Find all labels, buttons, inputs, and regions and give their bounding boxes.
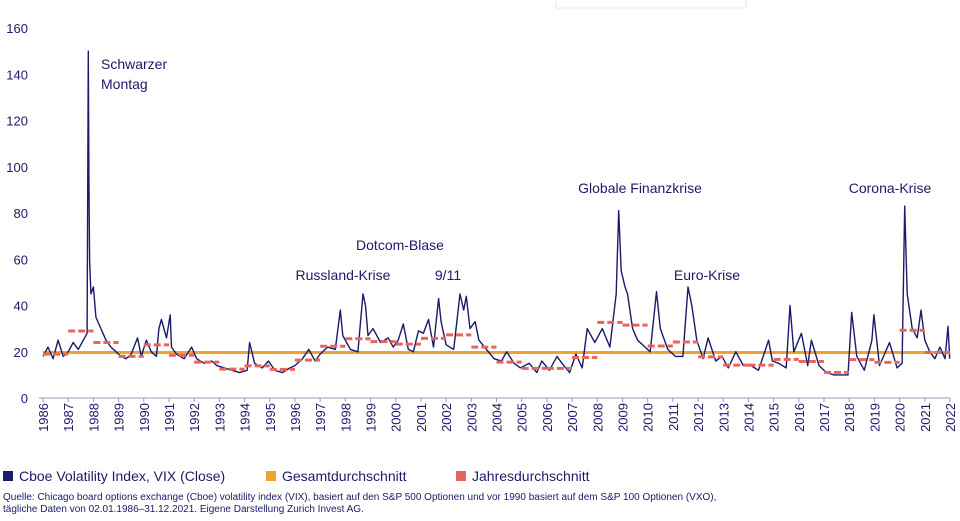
annotation: Dotcom-Blase — [356, 237, 444, 253]
x-tick-label: 1986 — [36, 403, 51, 432]
x-tick-label: 2003 — [464, 403, 479, 432]
x-tick-label: 2004 — [490, 403, 505, 432]
x-tick-label: 2016 — [792, 403, 807, 432]
x-tick-label: 2012 — [691, 403, 706, 432]
y-tick-label: 100 — [6, 160, 28, 175]
source-note: tägliche Daten von 02.01.1986–31.12.2021… — [3, 504, 364, 515]
x-tick-label: 2000 — [389, 403, 404, 432]
x-tick-label: 1993 — [212, 403, 227, 432]
x-tick-label: 1999 — [364, 403, 379, 432]
x-tick-label: 2006 — [540, 403, 555, 432]
x-tick-label: 1998 — [338, 403, 353, 432]
x-tick-label: 1992 — [187, 403, 202, 432]
x-tick-label: 2014 — [741, 403, 756, 432]
annotation: Schwarzer — [101, 56, 167, 72]
x-tick-label: 2019 — [867, 403, 882, 432]
x-tick-label: 1988 — [86, 403, 101, 432]
x-tick-label: 1995 — [263, 403, 278, 432]
x-tick-label: 1991 — [162, 403, 177, 432]
y-tick-label: 120 — [6, 114, 28, 129]
x-tick-label: 1997 — [313, 403, 328, 432]
x-tick-label: 1987 — [61, 403, 76, 432]
x-tick-label: 2022 — [943, 403, 958, 432]
x-tick-label: 1989 — [112, 403, 127, 432]
x-tick-label: 2021 — [918, 403, 933, 432]
x-tick-label: 1990 — [137, 403, 152, 432]
y-tick-label: 0 — [21, 391, 28, 406]
x-tick-label: 2017 — [817, 403, 832, 432]
source-note: Quelle: Chicago board options exchange (… — [3, 492, 716, 503]
y-tick-label: 40 — [14, 299, 28, 314]
x-tick-label: 2002 — [439, 403, 454, 432]
x-tick-label: 1994 — [238, 403, 253, 432]
annotation: Russland-Krise — [296, 267, 391, 283]
legend-swatch — [456, 471, 466, 481]
y-tick-label: 60 — [14, 252, 28, 267]
annotation: Montag — [101, 76, 148, 92]
x-tick-label: 2007 — [565, 403, 580, 432]
x-tick-label: 2008 — [590, 403, 605, 432]
x-tick-label: 2005 — [515, 403, 530, 432]
annotation: Corona-Krise — [849, 180, 932, 196]
x-tick-label: 2011 — [666, 403, 681, 431]
annotation: Globale Finanzkrise — [578, 180, 702, 196]
x-tick-label: 2010 — [641, 403, 656, 432]
annotation: Euro-Krise — [674, 267, 740, 283]
y-tick-label: 140 — [6, 67, 28, 82]
legend-swatch — [266, 471, 276, 481]
legend-label: Gesamtdurchschnitt — [282, 468, 407, 484]
x-tick-label: 2009 — [615, 403, 630, 432]
legend-label: Jahresdurchschnitt — [472, 468, 590, 484]
legend-label: Cboe Volatility Index, VIX (Close) — [19, 468, 225, 484]
x-tick-label: 2015 — [767, 403, 782, 432]
x-tick-label: 2013 — [716, 403, 731, 432]
vix-line — [42, 50, 951, 376]
y-tick-label: 80 — [14, 206, 28, 221]
legend-swatch — [3, 471, 13, 481]
annotation: 9/11 — [435, 267, 461, 283]
overlay-box — [555, 0, 747, 9]
y-tick-label: 20 — [14, 345, 28, 360]
y-tick-label: 160 — [6, 21, 28, 36]
x-tick-label: 2001 — [414, 403, 429, 432]
x-tick-label: 2020 — [893, 403, 908, 432]
x-tick-label: 1996 — [288, 403, 303, 432]
x-tick-label: 2018 — [842, 403, 857, 432]
